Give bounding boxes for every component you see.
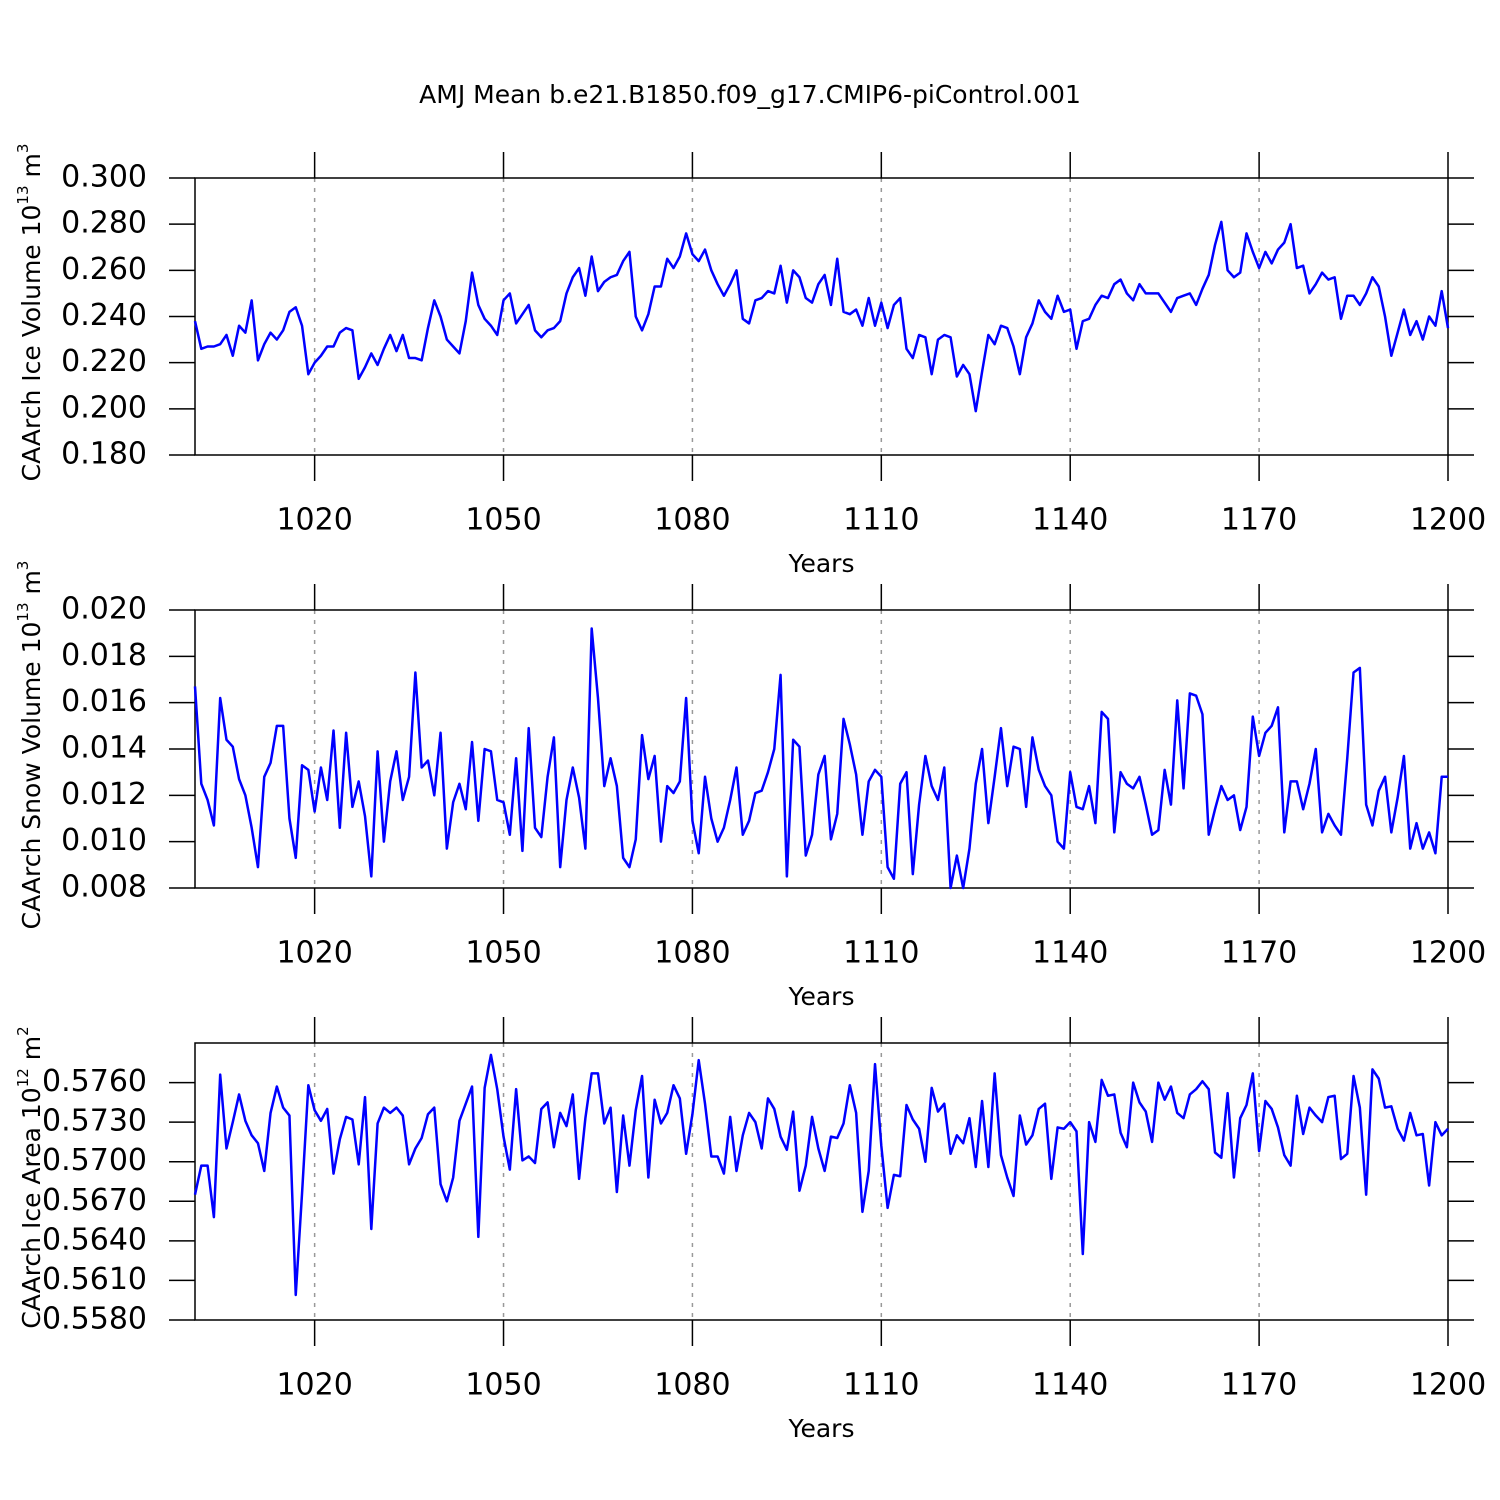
y-tick-label: 0.180 <box>61 437 147 472</box>
plot-frame <box>194 1042 1449 1321</box>
y-tick-label: 0.220 <box>61 344 147 379</box>
y-tick-label: 0.200 <box>61 390 147 425</box>
y-axis-label: CAArch Ice Volume 1013 m3 <box>14 144 47 482</box>
y-tick-label: 0.260 <box>61 252 147 287</box>
y-axis-label-exponent: 13 <box>14 603 32 622</box>
y-axis-label-part: m <box>17 1036 46 1068</box>
y-axis-label-part: m <box>17 570 46 602</box>
y-tick-label: 0.5580 <box>42 1302 147 1337</box>
y-tick-label: 0.014 <box>61 731 147 766</box>
y-tick-label: 0.008 <box>61 870 147 905</box>
x-tick-label: 1080 <box>654 1368 730 1403</box>
x-tick-label: 1200 <box>1410 503 1486 538</box>
x-tick-label: 1050 <box>465 1368 541 1403</box>
x-tick-label: 1050 <box>465 936 541 971</box>
x-tick-label: 1200 <box>1410 1368 1486 1403</box>
y-axis-label: CAArch Snow Volume 1013 m3 <box>14 561 47 930</box>
x-tick-label: 1110 <box>843 1368 919 1403</box>
y-axis-label-part: m <box>17 153 46 185</box>
x-tick-label: 1200 <box>1410 936 1486 971</box>
x-axis-label: Years <box>788 982 855 1011</box>
y-tick-label: 0.5730 <box>42 1104 147 1139</box>
x-tick-label: 1170 <box>1221 1368 1297 1403</box>
y-axis-label-exponent: 3 <box>14 144 32 154</box>
x-tick-label: 1020 <box>276 936 352 971</box>
x-tick-label: 1140 <box>1032 503 1108 538</box>
y-axis-label-exponent: 13 <box>14 185 32 204</box>
y-tick-label: 0.5700 <box>42 1143 147 1178</box>
y-tick-label: 0.5640 <box>42 1222 147 1257</box>
x-axis-label: Years <box>788 1414 855 1443</box>
x-tick-label: 1080 <box>654 503 730 538</box>
y-axis-label-exponent: 12 <box>14 1068 32 1087</box>
plot-frame <box>194 609 1449 889</box>
x-tick-label: 1050 <box>465 503 541 538</box>
x-tick-label: 1080 <box>654 936 730 971</box>
data-line <box>193 220 1450 413</box>
chart-title: AMJ Mean b.e21.B1850.f09_g17.CMIP6-piCon… <box>419 80 1081 109</box>
y-axis-label-exponent: 2 <box>14 1026 32 1036</box>
y-tick-label: 0.016 <box>61 684 147 719</box>
y-tick-label: 0.5670 <box>42 1183 147 1218</box>
y-axis-label-exponent: 3 <box>14 561 32 571</box>
data-line <box>193 1053 1449 1297</box>
x-tick-label: 1140 <box>1032 1368 1108 1403</box>
y-axis-label-part: CAArch Ice Area 10 <box>17 1087 46 1328</box>
y-axis-label-part: CAArch Snow Volume 10 <box>17 622 46 930</box>
x-tick-label: 1170 <box>1221 503 1297 538</box>
y-tick-label: 0.300 <box>61 160 147 195</box>
y-tick-label: 0.012 <box>61 777 147 812</box>
y-tick-label: 0.010 <box>61 823 147 858</box>
x-tick-label: 1020 <box>276 503 352 538</box>
y-tick-label: 0.5760 <box>42 1064 147 1099</box>
x-tick-label: 1170 <box>1221 936 1297 971</box>
y-axis-label: CAArch Ice Area 1012 m2 <box>14 1026 47 1328</box>
x-axis-label: Years <box>788 549 855 578</box>
y-tick-label: 0.020 <box>61 592 147 627</box>
data-line <box>193 627 1448 890</box>
y-tick-label: 0.280 <box>61 206 147 241</box>
x-tick-label: 1110 <box>843 503 919 538</box>
x-tick-label: 1140 <box>1032 936 1108 971</box>
x-tick-label: 1020 <box>276 1368 352 1403</box>
x-tick-label: 1110 <box>843 936 919 971</box>
plot-frame <box>194 177 1449 456</box>
y-tick-label: 0.5610 <box>42 1262 147 1297</box>
y-tick-label: 0.018 <box>61 638 147 673</box>
y-axis-label-part: CAArch Ice Volume 10 <box>17 205 46 482</box>
y-tick-label: 0.240 <box>61 298 147 333</box>
